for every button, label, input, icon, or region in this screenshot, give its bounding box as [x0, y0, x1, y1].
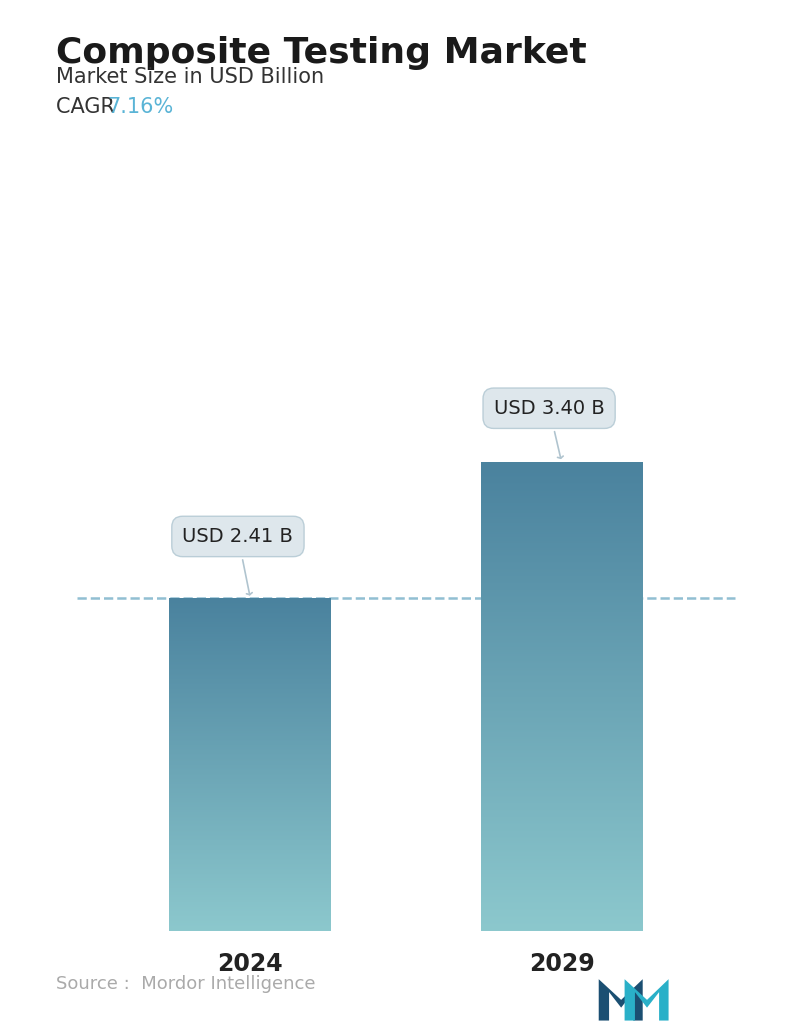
Text: Source :  Mordor Intelligence: Source : Mordor Intelligence: [56, 975, 315, 993]
Text: 7.16%: 7.16%: [107, 97, 174, 117]
Text: Composite Testing Market: Composite Testing Market: [56, 36, 587, 70]
Text: USD 2.41 B: USD 2.41 B: [182, 527, 294, 595]
Polygon shape: [599, 979, 642, 1021]
Text: USD 3.40 B: USD 3.40 B: [494, 399, 604, 458]
Text: Market Size in USD Billion: Market Size in USD Billion: [56, 67, 324, 87]
Text: CAGR: CAGR: [56, 97, 121, 117]
Polygon shape: [625, 979, 669, 1021]
